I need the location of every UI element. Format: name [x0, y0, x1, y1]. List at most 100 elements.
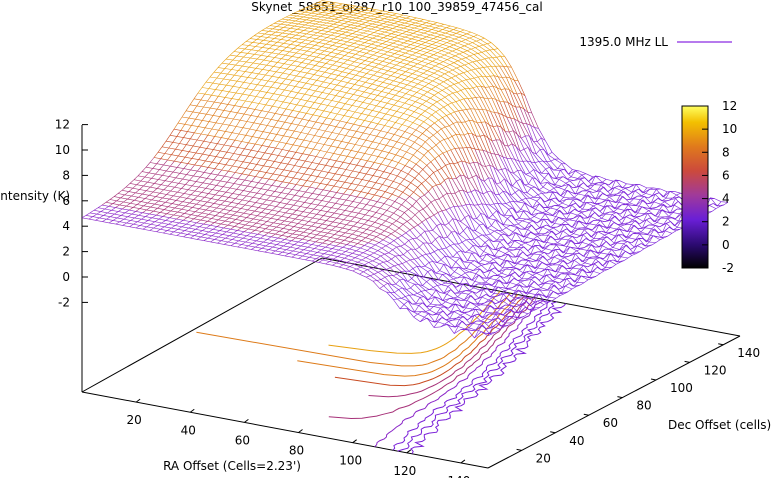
surface-mesh-line: [305, 259, 313, 262]
surface-mesh-line: [321, 63, 327, 68]
surface-mesh-line: [394, 53, 402, 56]
surface-mesh-line: [298, 118, 303, 126]
surface-mesh-line: [165, 220, 173, 222]
surface-mesh-line: [257, 32, 265, 35]
surface-mesh-line: [404, 34, 410, 38]
surface-mesh-line: [379, 176, 387, 180]
surface-mesh-line: [245, 41, 253, 43]
surface-mesh-line: [364, 25, 369, 28]
surface-mesh-line: [332, 89, 340, 92]
surface-mesh-line: [384, 29, 389, 33]
surface-mesh-line: [220, 176, 225, 182]
surface-mesh-line: [205, 183, 210, 189]
surface-mesh-line: [418, 211, 427, 220]
surface-mesh-line: [341, 48, 347, 52]
surface-mesh-line: [443, 24, 451, 27]
surface-mesh-line: [244, 204, 252, 207]
surface-mesh-line: [492, 85, 501, 102]
surface-mesh-line: [167, 154, 172, 161]
surface-mesh-line: [320, 4, 328, 7]
surface-mesh-line: [597, 203, 605, 208]
surface-mesh-line: [313, 52, 321, 55]
surface-mesh-line: [386, 39, 391, 42]
surface-mesh-line: [203, 205, 211, 207]
surface-mesh-line: [316, 80, 324, 83]
surface-mesh-line: [258, 207, 266, 210]
surface-mesh-line: [302, 147, 307, 154]
surface-mesh-line: [176, 235, 184, 238]
surface-mesh-line: [322, 117, 327, 124]
surface-mesh-line: [342, 28, 350, 31]
surface-mesh-line: [403, 143, 411, 148]
surface-mesh-line: [261, 208, 266, 213]
surface-mesh-line: [185, 156, 192, 159]
surface-mesh-line: [391, 127, 399, 130]
surface-mesh-line: [497, 48, 505, 57]
surface-mesh-line: [356, 31, 364, 34]
surface-mesh-line: [138, 197, 146, 199]
surface-mesh-line: [335, 14, 343, 16]
surface-mesh-line: [385, 62, 390, 67]
surface-mesh-line: [332, 42, 337, 46]
surface-mesh-line: [155, 212, 161, 216]
surface-mesh-line: [255, 176, 263, 179]
surface-mesh-line: [407, 24, 412, 27]
surface-mesh-line: [331, 49, 336, 53]
surface-mesh-line: [325, 25, 330, 29]
surface-mesh-line: [479, 46, 487, 52]
surface-mesh-line: [431, 68, 439, 72]
surface-mesh-line: [378, 242, 387, 247]
surface-mesh-line: [211, 89, 216, 96]
surface-mesh-line: [251, 249, 258, 252]
surface-mesh-line: [205, 188, 213, 190]
surface-mesh-line: [441, 210, 449, 224]
surface-mesh-line: [336, 27, 343, 29]
surface-mesh-line: [564, 257, 572, 263]
surface-mesh-line: [396, 26, 404, 29]
surface-mesh-line: [284, 84, 289, 91]
surface-mesh-line: [486, 109, 494, 128]
surface-mesh-line: [400, 216, 408, 222]
surface-mesh-line: [279, 141, 287, 144]
surface-mesh-line: [440, 56, 448, 60]
surface-mesh-line: [212, 229, 220, 231]
surface-mesh-line: [361, 218, 369, 221]
surface-mesh-line: [328, 201, 336, 204]
surface-mesh-line: [672, 212, 680, 215]
surface-mesh-line: [348, 35, 356, 38]
surface-mesh-line: [613, 194, 621, 197]
surface-mesh-line: [594, 251, 601, 254]
surface-mesh-line: [515, 219, 523, 222]
surface-mesh-line: [415, 20, 420, 24]
surface-mesh-line: [231, 98, 239, 100]
surface-mesh-line: [406, 187, 414, 193]
surface-mesh-line: [396, 38, 402, 42]
surface-mesh-line: [268, 80, 275, 83]
surface-mesh-line: [325, 130, 333, 133]
surface-mesh-line: [333, 23, 341, 26]
surface-mesh-line: [330, 83, 338, 86]
surface-mesh-line: [341, 253, 349, 256]
surface-mesh-line: [307, 14, 315, 17]
surface-mesh-line: [437, 52, 445, 56]
surface-mesh-line: [452, 319, 460, 321]
surface-mesh-line: [324, 98, 332, 101]
surface-mesh-line: [363, 87, 369, 93]
surface-mesh-line: [357, 13, 365, 15]
surface-mesh-line: [217, 195, 223, 201]
surface-mesh-line: [254, 137, 260, 145]
surface-mesh-line: [268, 249, 276, 252]
surface-mesh-line: [177, 208, 182, 213]
surface-mesh-line: [403, 27, 411, 31]
surface-mesh-line: [305, 82, 313, 85]
surface-mesh-line: [627, 241, 635, 248]
surface-mesh-line: [433, 326, 441, 328]
surface-mesh-line: [261, 30, 269, 32]
surface-mesh-line: [349, 98, 357, 101]
surface-mesh-line: [447, 79, 455, 85]
surface-mesh-line: [274, 161, 282, 164]
surface-mesh-line: [268, 178, 276, 181]
surface-mesh-line: [237, 147, 245, 150]
surface-mesh-line: [314, 15, 322, 18]
surface-mesh-line: [212, 77, 218, 84]
